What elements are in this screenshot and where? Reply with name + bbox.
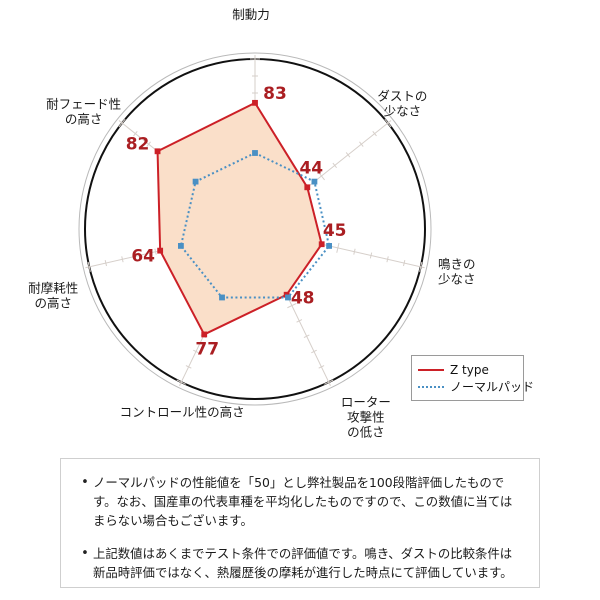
radar-value-labels: 83 44 45 48 77 64 82 — [126, 84, 347, 360]
radar-series-group — [154, 99, 332, 338]
note-text: ノーマルパッドの性能値を「50」とし弊社製品を100段階評価したものです。なお、… — [93, 475, 513, 528]
radar-data-point — [252, 150, 258, 156]
radar-value-label: 44 — [299, 158, 323, 178]
legend-item-z-type: Z type — [418, 361, 517, 378]
note-item: • 上記数値はあくまでテスト条件での評価値です。鳴き、ダストの比較条件は新品時評… — [77, 544, 523, 582]
radar-axis-label: 制動力 — [232, 7, 270, 22]
radar-axis-label: ローター攻撃性の低さ — [341, 394, 391, 438]
radar-axis-label: 耐摩耗性の高さ — [28, 280, 78, 310]
radar-series-polygon — [156, 101, 323, 336]
radar-value-label: 48 — [291, 289, 315, 309]
radar-data-point — [219, 294, 225, 301]
note-item: • ノーマルパッドの性能値を「50」とし弊社製品を100段階評価したものです。な… — [77, 473, 523, 530]
radar-axis-label: コントロール性の高さ — [120, 404, 245, 419]
radar-data-point — [326, 243, 332, 249]
radar-value-label: 45 — [323, 221, 347, 241]
legend-item-normal-pad: ノーマルパッド — [418, 378, 534, 395]
chart-legend: Z type ノーマルパッド — [411, 355, 534, 401]
note-text: 上記数値はあくまでテスト条件での評価値です。鳴き、ダストの比較条件は新品時評価で… — [93, 546, 513, 580]
radar-value-label: 82 — [126, 134, 150, 154]
radar-data-point — [192, 178, 199, 185]
legend-dotted-line-icon — [418, 382, 444, 392]
radar-value-label: 77 — [195, 339, 219, 359]
note-bullet-icon: • — [81, 546, 89, 561]
radar-axis-label: 鳴きの少なさ — [438, 256, 476, 286]
radar-data-point — [201, 331, 208, 338]
radar-data-point — [311, 178, 318, 185]
radar-data-point — [178, 243, 184, 249]
radar-axis-label: 耐フェード性の高さ — [46, 96, 121, 126]
radar-value-label: 64 — [131, 247, 155, 267]
radar-axis-label: ダストの少なさ — [377, 88, 427, 118]
legend-solid-line-icon — [418, 365, 444, 375]
notes-panel: • ノーマルパッドの性能値を「50」とし弊社製品を100段階評価したものです。な… — [60, 458, 540, 588]
radar-series-polygon — [179, 152, 331, 299]
radar-data-point — [157, 247, 164, 254]
radar-chart-panel: 制動力ダストの少なさ鳴きの少なさローター攻撃性の低さ コントロール性の高さ 耐摩耗性… — [28, 7, 534, 438]
radar-data-point — [252, 99, 258, 106]
legend-label-z-type: Z type — [450, 362, 489, 377]
legend-label-normal-pad: ノーマルパッド — [450, 380, 535, 394]
note-bullet-icon: • — [81, 475, 89, 490]
radar-value-label: 83 — [263, 84, 287, 104]
radar-data-point — [285, 294, 291, 301]
radar-data-point — [318, 241, 325, 248]
radar-data-point — [154, 148, 161, 155]
radar-data-point — [304, 184, 311, 191]
